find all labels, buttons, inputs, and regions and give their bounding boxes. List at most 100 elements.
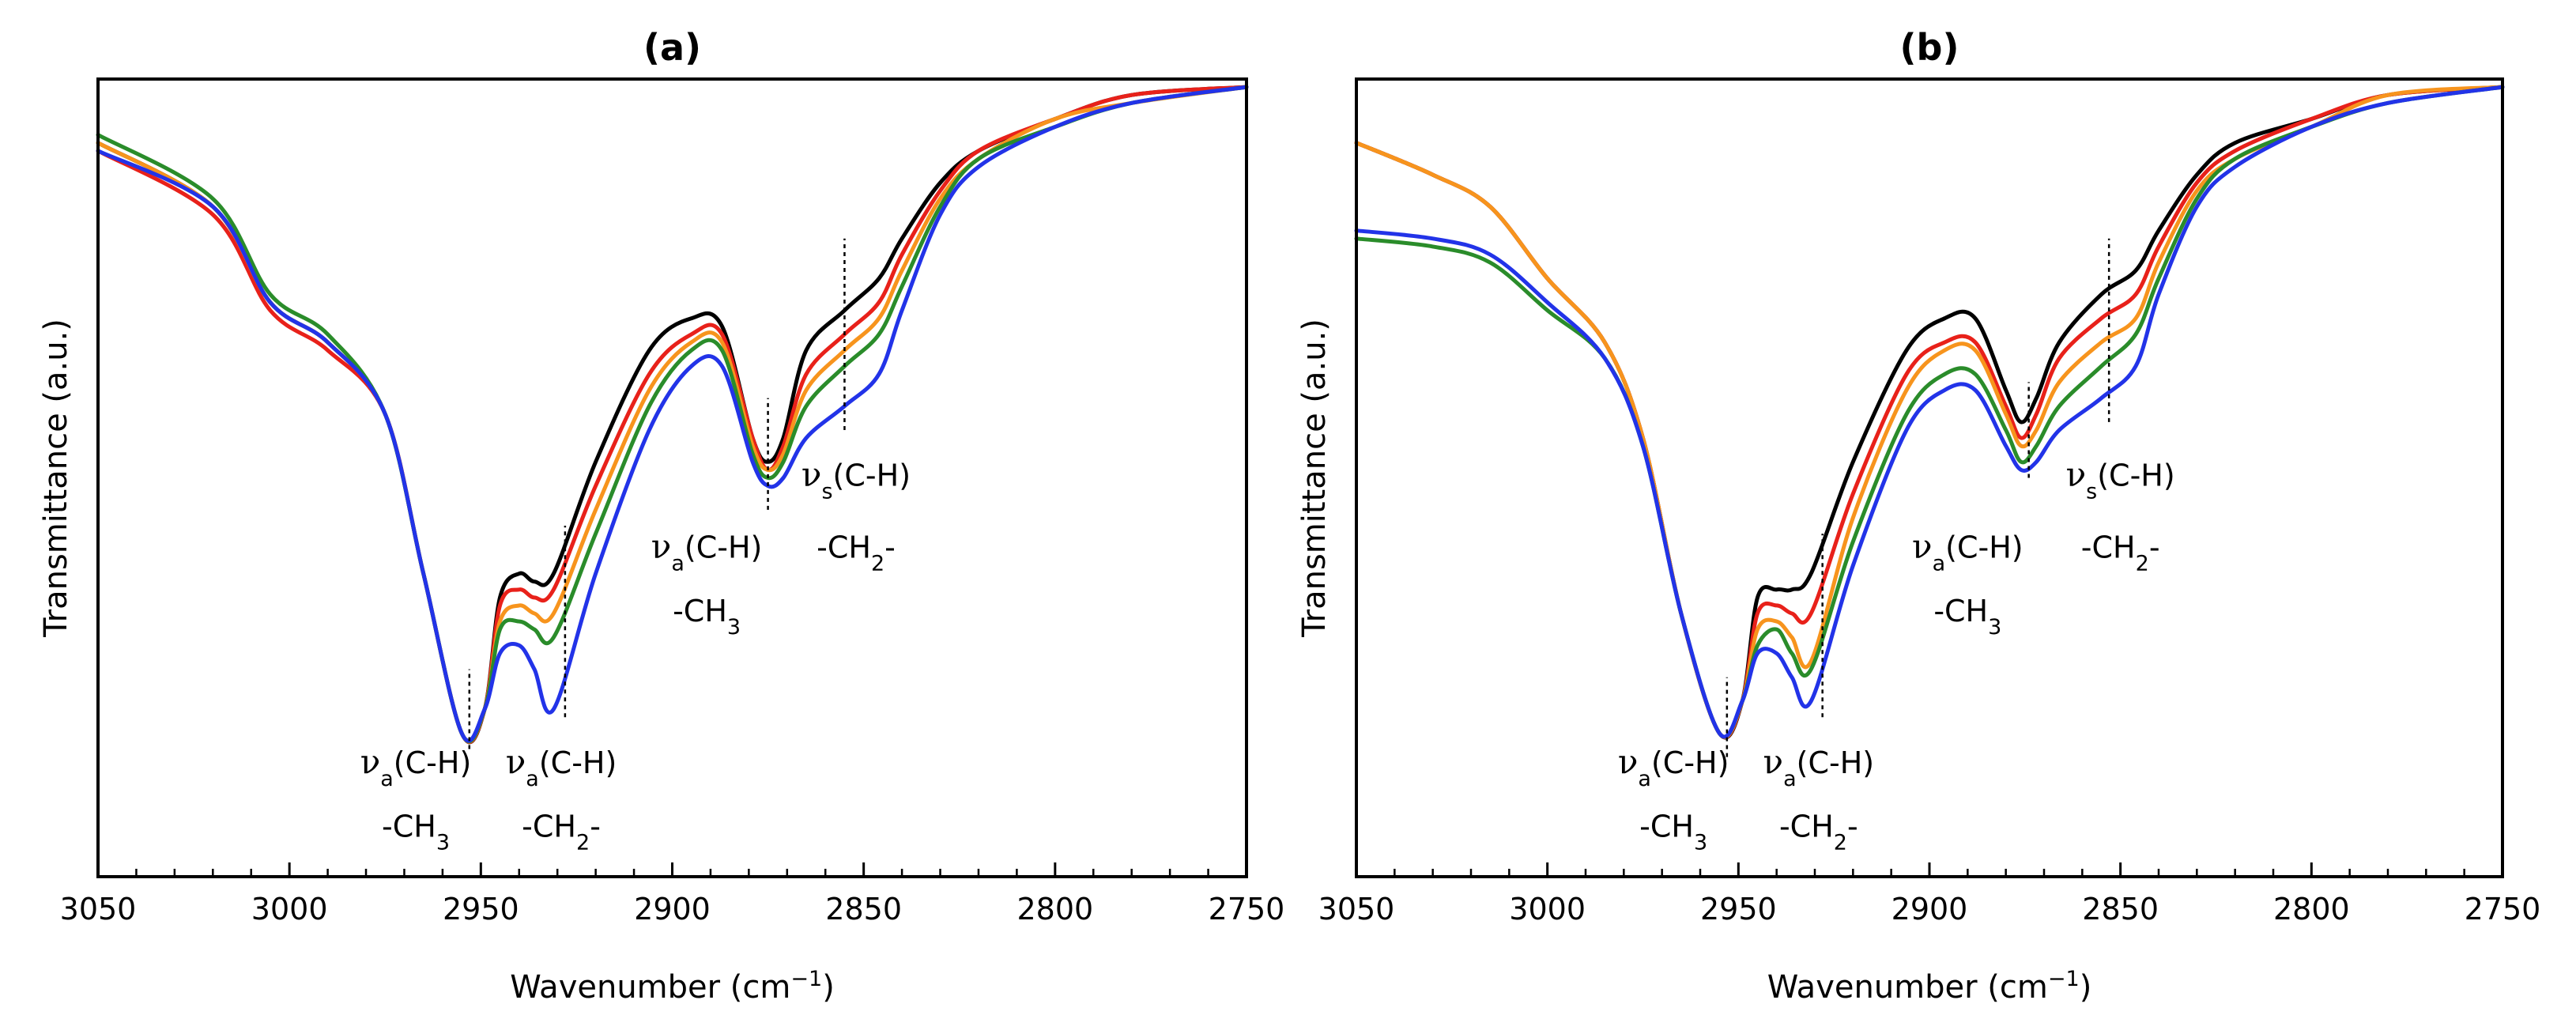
x-tick-label: 2900	[1891, 892, 1968, 926]
series-line-4	[96, 85, 1249, 744]
peak-label-group-sub: 2	[871, 551, 884, 575]
peak-label-bond: (C-H)	[539, 745, 617, 780]
peak-label-group-sub: 3	[727, 615, 741, 640]
peak-label-group-sub: 2	[2136, 551, 2149, 575]
peak-label-group: -CH3	[673, 594, 741, 640]
peak-label-mode: νa(C-H)	[360, 742, 472, 791]
peak-label-bond: (C-H)	[1651, 745, 1729, 780]
series-group	[1354, 85, 2505, 740]
x-tick-label: 3000	[1509, 892, 1586, 926]
series-line-1	[96, 85, 1249, 745]
peak-label-symbol: ν	[651, 526, 672, 565]
x-axis: 3050 3000 2950 2900 2850 2800 2750	[60, 862, 1285, 926]
x-axis-label-sup: −1	[2048, 967, 2080, 991]
x-tick-label: 2750	[1209, 892, 1285, 926]
annotations: νa(C-H)-CH3νa(C-H)-CH2-νa(C-H)-CH3νs(C-H…	[1618, 238, 2175, 855]
x-axis-label-end: )	[2080, 969, 2092, 1006]
x-tick-label: 2750	[2465, 892, 2541, 926]
series-line-3	[96, 85, 1249, 744]
peak-label-mode: νs(C-H)	[801, 455, 911, 504]
peak-label-mode: νa(C-H)	[1763, 742, 1875, 791]
series-line-2	[96, 85, 1249, 745]
x-axis-label-main: Wavenumber (cm	[1767, 969, 2048, 1006]
peak-label-symbol: ν	[2066, 455, 2087, 494]
series-group	[96, 85, 1249, 745]
panel-a: (a) 3050 3000 2950 2900 2850 2800 2750 Wavenumbe…	[38, 26, 1284, 1006]
peak-label-group: -CH3	[1933, 594, 2001, 640]
peak-label-bond: (C-H)	[685, 530, 762, 564]
x-tick-label: 2800	[2273, 892, 2350, 926]
peak-label-group-main: -CH	[1933, 594, 1988, 628]
peak-label-group-end: -	[590, 809, 601, 844]
peak-label-group: -CH2-	[522, 809, 601, 855]
series-line-5	[1354, 85, 2505, 739]
peak-label-symbol: ν	[360, 742, 381, 781]
x-tick-label: 3000	[251, 892, 328, 926]
x-tick-label: 2850	[2082, 892, 2159, 926]
x-axis-label: Wavenumber (cm−1)	[510, 967, 835, 1006]
peak-label-group-sub: 3	[1694, 830, 1707, 855]
peak-label-group: -CH2-	[2081, 530, 2160, 575]
y-axis-label: Transmittance (a.u.)	[1296, 319, 1333, 638]
peak-label-bond: (C-H)	[394, 745, 471, 780]
peak-label-subscript: a	[1933, 551, 1946, 575]
plot-frame	[96, 77, 1248, 878]
peak-label-mode: νa(C-H)	[1912, 526, 2023, 575]
x-axis-label: Wavenumber (cm−1)	[1767, 967, 2092, 1006]
peak-label-subscript: a	[380, 766, 394, 791]
y-axis-label: Transmittance (a.u.)	[38, 319, 74, 638]
peak-label-group-main: -CH	[817, 530, 871, 564]
peak-label-group: -CH2-	[817, 530, 896, 575]
peak-label-subscript: s	[821, 479, 832, 504]
x-tick-label: 2950	[1700, 892, 1777, 926]
panel-b: (b) 3050 3000 2950 2900 2850 2800 2750 Wavenumbe…	[1296, 26, 2540, 1006]
x-axis-label-end: )	[822, 969, 835, 1006]
peak-label-subscript: a	[671, 551, 685, 575]
annotations: νa(C-H)-CH3νa(C-H)-CH2-νa(C-H)-CH3νs(C-H…	[360, 238, 911, 855]
peak-label-group-end: -	[2149, 530, 2160, 564]
peak-label-group: -CH2-	[1779, 809, 1858, 855]
peak-label-symbol: ν	[1912, 526, 1933, 565]
series-line-2	[1354, 85, 2505, 740]
x-tick-label: 2950	[443, 892, 519, 926]
series-line-3	[1354, 85, 2505, 739]
peak-label-subscript: a	[526, 766, 539, 791]
peak-label-group-main: -CH	[1639, 809, 1694, 844]
peak-label-symbol: ν	[1763, 742, 1784, 781]
peak-label-group-sub: 2	[1834, 830, 1847, 855]
peak-label-group-sub: 2	[576, 830, 590, 855]
series-line-1	[1354, 85, 2505, 740]
peak-label-bond: (C-H)	[1797, 745, 1874, 780]
x-axis: 3050 3000 2950 2900 2850 2800 2750	[1318, 862, 2541, 926]
x-tick-label: 2800	[1016, 892, 1093, 926]
chart-title: (b)	[1900, 26, 1959, 69]
peak-label-group-main: -CH	[673, 594, 727, 628]
peak-label-group-end: -	[1847, 809, 1858, 844]
peak-label-group-end: -	[884, 530, 896, 564]
peak-label-symbol: ν	[801, 455, 822, 494]
peak-label-symbol: ν	[1618, 742, 1639, 781]
x-axis-label-sup: −1	[790, 967, 822, 991]
peak-label-group-main: -CH	[2081, 530, 2136, 564]
peak-label-group-sub: 3	[1988, 615, 2001, 640]
peak-label-mode: νa(C-H)	[1618, 742, 1729, 791]
series-line-4	[1354, 85, 2505, 739]
x-tick-label: 3050	[60, 892, 137, 926]
peak-label-group-sub: 3	[436, 830, 450, 855]
peak-label-mode: νa(C-H)	[506, 742, 617, 791]
peak-label-mode: νa(C-H)	[651, 526, 763, 575]
x-tick-label: 2850	[825, 892, 902, 926]
x-tick-label: 3050	[1318, 892, 1395, 926]
series-line-5	[96, 85, 1249, 743]
x-axis-label-main: Wavenumber (cm	[510, 969, 790, 1006]
peak-label-subscript: a	[1783, 766, 1797, 791]
peak-label-subscript: s	[2086, 479, 2097, 504]
plot-frame	[1355, 77, 2504, 878]
peak-label-group: -CH3	[382, 809, 450, 855]
peak-label-bond: (C-H)	[2097, 459, 2174, 493]
peak-label-group-main: -CH	[1779, 809, 1834, 844]
peak-label-bond: (C-H)	[833, 459, 911, 493]
peak-label-symbol: ν	[506, 742, 526, 781]
peak-label-bond: (C-H)	[1945, 530, 2023, 564]
